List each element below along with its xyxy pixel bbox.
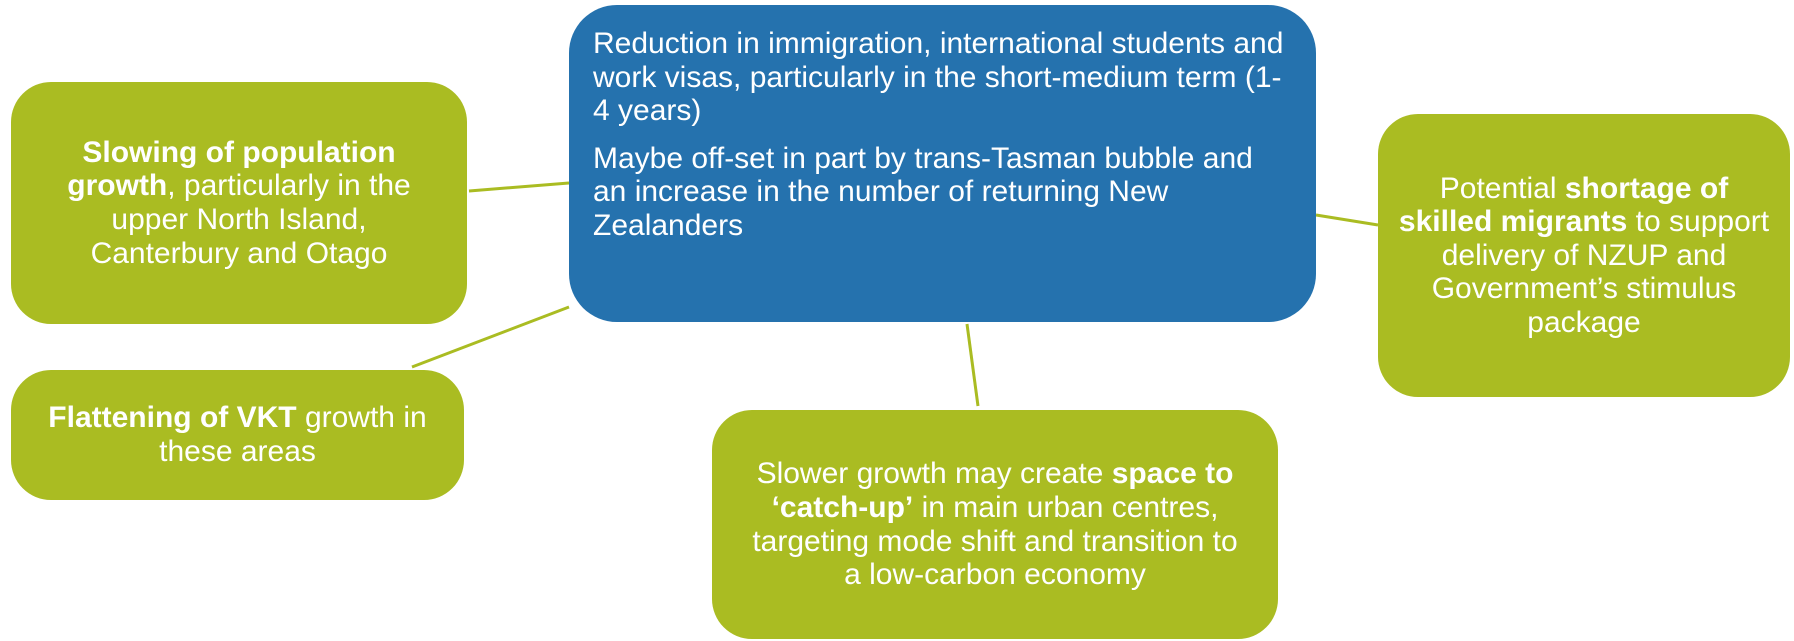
paragraph: Slower growth may create space to ‘catch… <box>752 457 1238 591</box>
bold-text: Slowing of population growth <box>67 135 396 203</box>
vkt-node: Flattening of VKT growth in these areas <box>11 370 464 500</box>
bold-text: shortage of skilled migrants <box>1398 171 1729 239</box>
paragraph: Potential shortage of skilled migrants t… <box>1392 172 1776 340</box>
paragraph: Slowing of population growth, particular… <box>39 136 439 270</box>
text: , particularly in the upper North Island… <box>90 169 411 270</box>
paragraph: Flattening of VKT growth in these areas <box>39 401 436 468</box>
connector <box>411 305 570 369</box>
text: in main urban centres, targeting mode sh… <box>752 490 1238 592</box>
text: Reduction in immigration, international … <box>593 27 1284 128</box>
text: Maybe off-set in part by trans-Tasman bu… <box>593 141 1253 242</box>
connector <box>1315 213 1379 227</box>
catch-up-node: Slower growth may create space to ‘catch… <box>712 410 1278 639</box>
paragraph: Reduction in immigration, international … <box>593 27 1292 128</box>
central-node: Reduction in immigration, international … <box>569 5 1316 322</box>
population-node: Slowing of population growth, particular… <box>11 82 467 324</box>
connector <box>965 323 980 407</box>
text: Potential <box>1439 171 1565 205</box>
bold-text: space to ‘catch-up’ <box>771 457 1234 524</box>
paragraph: Maybe off-set in part by trans-Tasman bu… <box>593 142 1292 243</box>
text: Slower growth may create <box>756 457 1112 491</box>
connector <box>468 181 570 193</box>
bold-text: Flattening of VKT <box>48 401 297 435</box>
text: to support delivery of NZUP and Governme… <box>1431 205 1770 339</box>
text: growth in these areas <box>159 401 427 468</box>
migrants-node: Potential shortage of skilled migrants t… <box>1378 114 1790 397</box>
